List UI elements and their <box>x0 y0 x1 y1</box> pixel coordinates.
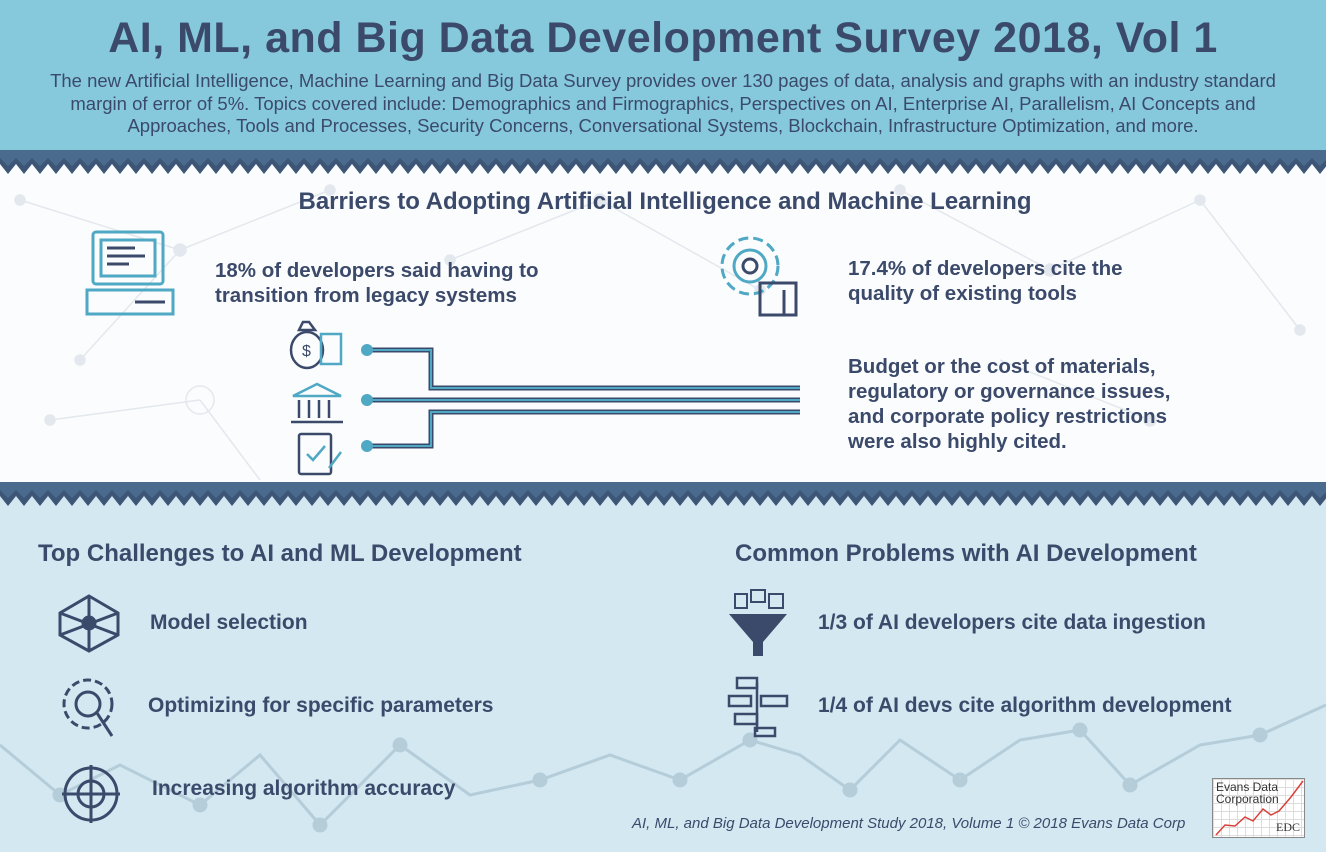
logo-chart-line <box>1215 780 1304 836</box>
logo-line-2: Corporation <box>1216 792 1279 806</box>
government-building-icon <box>291 382 343 424</box>
tools-line-1: 17.4% of developers cite the <box>848 257 1123 280</box>
gear-magnifier-icon <box>62 678 114 737</box>
zigzag-divider-bottom <box>0 482 1326 508</box>
header-banner <box>0 0 1326 160</box>
other-line-1: Budget or the cost of materials, <box>848 355 1156 378</box>
network-background <box>14 184 1306 481</box>
logo-abbr: EDC <box>1276 820 1300 834</box>
logo-line-1: Evans Data <box>1216 780 1279 794</box>
svg-text:$: $ <box>302 343 311 360</box>
other-line-4: were also highly cited. <box>848 430 1067 453</box>
legacy-line-2: transition from legacy systems <box>215 284 517 307</box>
other-barriers-text: Budget or the cost of materials, regulat… <box>848 354 1170 454</box>
other-line-3: and corporate policy restrictions <box>848 405 1167 428</box>
computer-icon <box>85 230 175 316</box>
gear-hand-icon <box>720 236 798 317</box>
target-icon <box>62 765 120 823</box>
tools-line-2: quality of existing tools <box>848 282 1077 305</box>
challenge-item: Model selection <box>150 611 308 634</box>
funnel-icon <box>729 589 787 656</box>
existing-tools-stat: 17.4% of developers cite the quality of … <box>848 256 1123 306</box>
money-bag-icon: $ <box>289 320 343 370</box>
challenges-heading: Top Challenges to AI and ML Development <box>38 540 522 567</box>
problem-item: 1/3 of AI developers cite data ingestion <box>818 611 1206 634</box>
barriers-section <box>0 160 1326 495</box>
network-icon <box>58 594 120 653</box>
legacy-line-1: 18% of developers said having to <box>215 259 539 282</box>
barriers-heading: Barriers to Adopting Artificial Intellig… <box>298 188 1032 215</box>
challenge-item: Optimizing for specific parameters <box>148 694 494 717</box>
barrier-connector-diagram: $ <box>289 320 800 476</box>
legacy-systems-stat: 18% of developers said having to transit… <box>215 258 539 308</box>
zigzag-divider-top <box>0 150 1326 176</box>
challenge-item: Increasing algorithm accuracy <box>152 777 456 800</box>
edc-logo: Evans Data Corporation EDC <box>1212 778 1305 838</box>
problem-item: 1/4 of AI devs cite algorithm developmen… <box>818 694 1232 717</box>
flowchart-icon <box>727 676 789 738</box>
other-line-2: regulatory or governance issues, <box>848 380 1171 403</box>
subtitle: The new Artificial Intelligence, Machine… <box>50 70 1276 136</box>
line-graph-background <box>0 703 1326 833</box>
footer-copyright: AI, ML, and Big Data Development Study 2… <box>632 815 1186 832</box>
page-title: AI, ML, and Big Data Development Survey … <box>108 14 1218 62</box>
challenges-section <box>0 495 1326 852</box>
problems-heading: Common Problems with AI Development <box>735 540 1197 567</box>
policy-document-icon <box>297 432 342 476</box>
